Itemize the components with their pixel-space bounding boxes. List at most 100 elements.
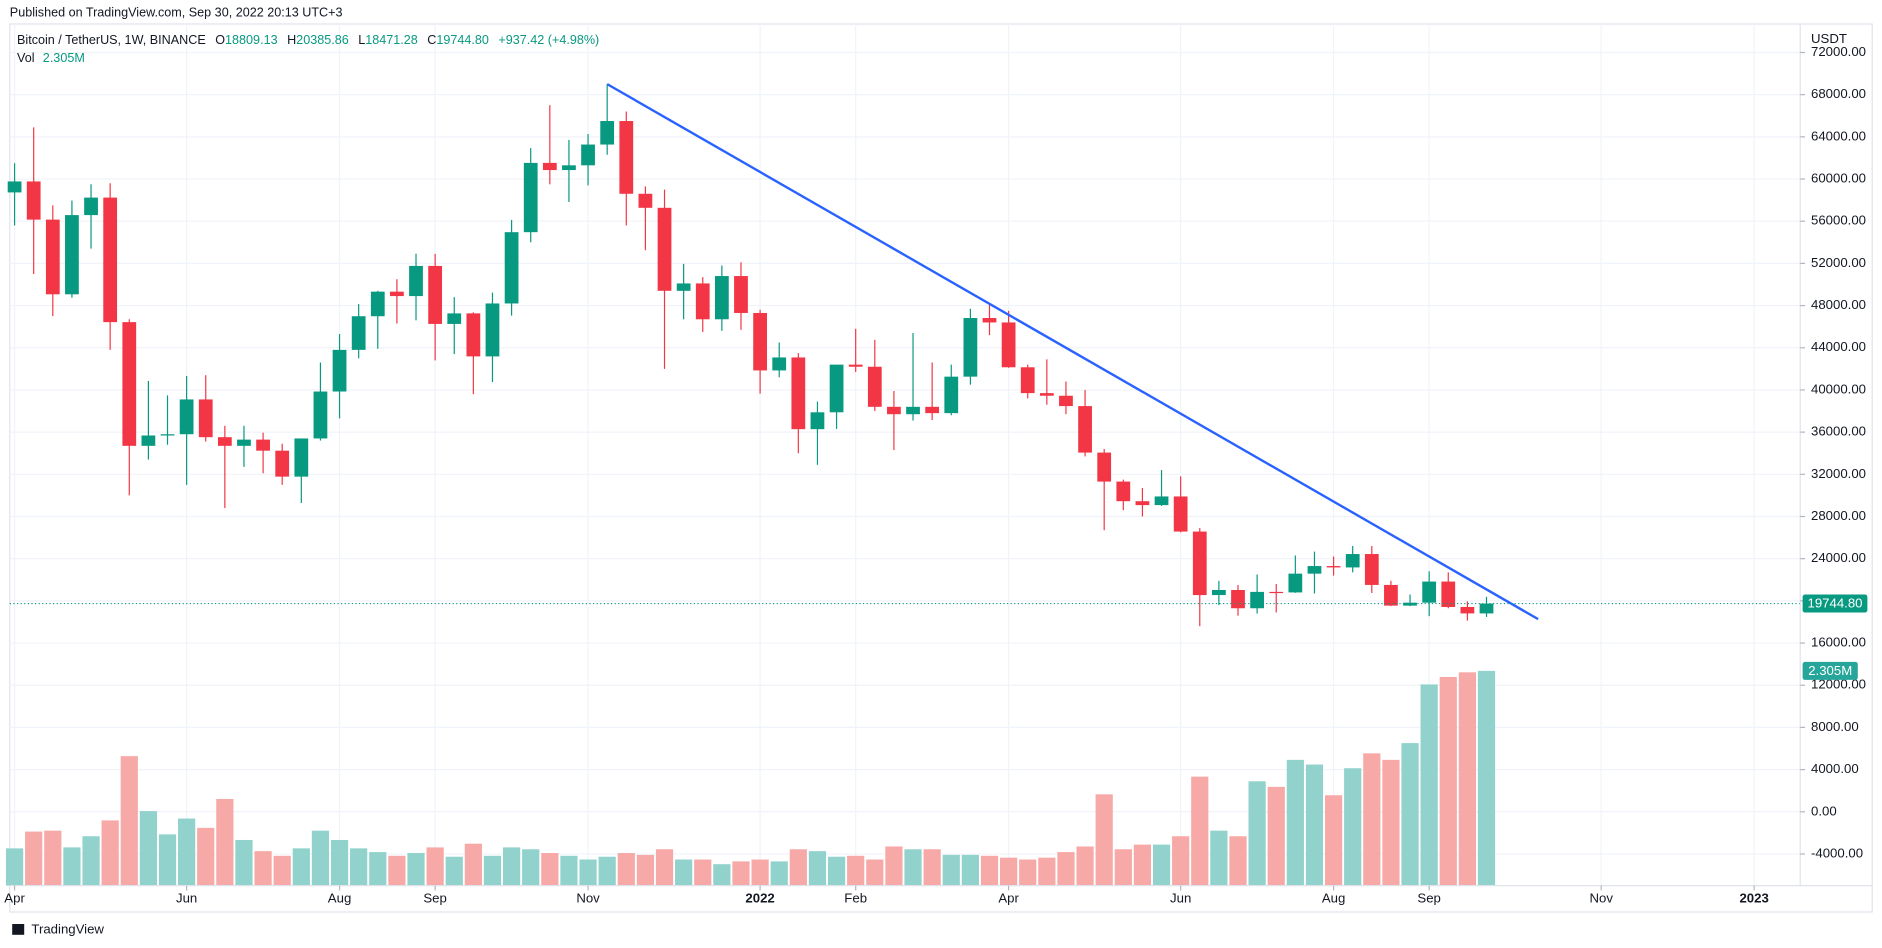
volume-bar <box>158 834 177 886</box>
candle-body <box>1192 531 1207 596</box>
candle-body <box>676 283 691 291</box>
volume-bar <box>44 830 62 886</box>
volume-bar <box>330 839 349 886</box>
volume-bar <box>789 849 807 886</box>
candle-body <box>26 181 41 220</box>
volume-legend: Vol 2.305M <box>17 51 85 65</box>
volume-bar <box>1095 794 1113 886</box>
candle-body <box>829 364 844 413</box>
candle-body <box>1460 606 1475 614</box>
candle-body <box>1422 581 1437 603</box>
candle-body <box>65 215 79 295</box>
y-tick-label: 32000.00 <box>1811 466 1866 481</box>
volume-bar <box>579 859 597 886</box>
volume-bar <box>1114 849 1132 886</box>
y-tick-label: 4000.00 <box>1811 761 1859 776</box>
x-tick-label: Sep <box>1417 890 1440 905</box>
volume-bar <box>369 852 387 886</box>
candle-body <box>428 265 443 324</box>
candle-body <box>237 439 251 446</box>
logo-text: TradingView <box>31 921 104 936</box>
volume-bar <box>254 851 272 886</box>
volume-bar <box>751 859 769 886</box>
y-tick-label: 44000.00 <box>1811 339 1866 354</box>
candle-body <box>791 357 806 430</box>
volume-bar <box>598 856 616 886</box>
y-tick-label: 48000.00 <box>1811 297 1866 312</box>
volume-bar <box>5 848 24 886</box>
volume-bar <box>311 830 330 886</box>
candle-body <box>103 197 118 323</box>
x-tick-label: 2022 <box>745 890 774 905</box>
volume-bar <box>1191 776 1209 886</box>
legend-value: 18471.28 <box>365 33 418 47</box>
x-tick-label: 2023 <box>1739 890 1768 905</box>
candle-body <box>256 439 270 451</box>
volume-label-box <box>1802 661 1858 680</box>
candle-body <box>447 313 462 324</box>
volume-pane <box>5 670 1496 886</box>
volume-bar <box>216 798 234 886</box>
volume-bar <box>426 847 444 886</box>
candle-body <box>925 406 940 414</box>
candle-body <box>963 318 978 377</box>
chart-frame <box>9 23 1873 913</box>
grid <box>9 24 1801 886</box>
candle-body <box>198 399 213 438</box>
candle-body <box>313 391 328 439</box>
y-tick-label: 12000.00 <box>1811 677 1866 692</box>
volume-bar <box>1172 836 1190 886</box>
candle-body <box>581 144 595 166</box>
volume-bar <box>636 854 655 886</box>
last-price-label: 19744.80 <box>1807 596 1862 611</box>
x-tick-label: Nov <box>576 890 600 905</box>
volume-bar <box>980 855 999 886</box>
trend-line <box>606 83 1539 621</box>
candle-body <box>810 412 825 430</box>
y-tick-label: 8000.00 <box>1811 719 1859 734</box>
volume-bar <box>1152 844 1171 886</box>
volume-bar <box>407 852 425 886</box>
legend-value: 20385.86 <box>296 33 349 47</box>
volume-bar <box>808 851 827 886</box>
candle-body <box>1326 566 1341 568</box>
x-tick-label: Feb <box>844 890 867 905</box>
overlay <box>9 83 1801 621</box>
candle-body <box>160 434 175 436</box>
volume-bar <box>273 855 291 886</box>
volume-bar <box>82 836 100 886</box>
volume-bar <box>1439 676 1457 886</box>
candle-body <box>275 450 290 477</box>
volume-name: Vol <box>17 51 35 65</box>
volume-bar <box>885 846 903 886</box>
candle-body <box>217 437 232 446</box>
candle-body <box>542 162 557 171</box>
x-tick-label: Jun <box>1170 890 1191 905</box>
candle-body <box>772 357 787 371</box>
candle-body <box>332 349 347 392</box>
volume-bar <box>25 831 43 886</box>
volume-bar <box>1344 768 1362 886</box>
candle-body <box>1384 584 1398 606</box>
candle-body <box>390 291 404 297</box>
volume-bar <box>1057 852 1075 886</box>
volume-bar <box>350 848 368 886</box>
candle-body <box>122 322 137 446</box>
y-tick-label: 36000.00 <box>1811 424 1866 439</box>
candle-body <box>695 283 710 320</box>
volume-bar <box>63 847 81 886</box>
volume-bar <box>866 859 884 886</box>
y-tick-label: -4000.00 <box>1811 845 1863 860</box>
volume-bar <box>655 849 674 886</box>
x-tick-label: Aug <box>328 890 351 905</box>
volume-bar <box>732 861 750 886</box>
volume-bar <box>541 852 559 886</box>
volume-bar <box>904 849 922 886</box>
x-tick-label: Nov <box>1589 890 1613 905</box>
symbol: Bitcoin / TetherUS, 1W, BINANCE <box>17 33 206 47</box>
logo-icon <box>12 924 25 935</box>
candle-body <box>1479 603 1494 614</box>
volume-bar <box>942 854 960 886</box>
volume-bar <box>120 756 138 886</box>
